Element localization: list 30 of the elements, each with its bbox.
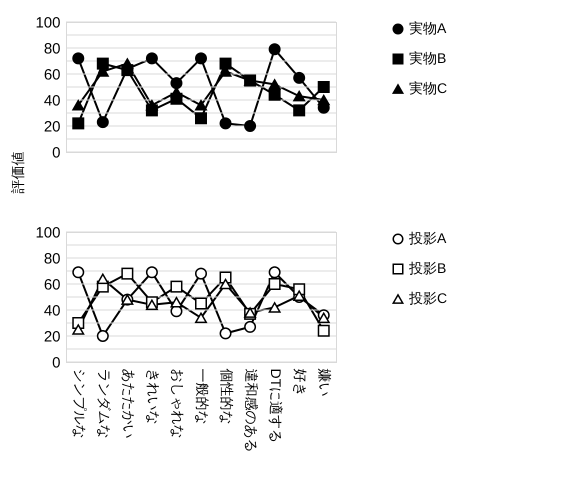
x-tick-label: 一般的な (194, 368, 210, 424)
x-tick-label: 嫌い (317, 368, 334, 396)
y-tick-label: 60 (44, 276, 60, 294)
x-tick-label: 個性的な (219, 368, 236, 424)
y-axis-title: 評価値 (9, 152, 26, 194)
y-tick-label: 0 (52, 144, 60, 162)
y-tick-label: 100 (35, 14, 60, 32)
x-tick-label: DTに適する (268, 368, 284, 444)
x-tick-label: あたたかい (120, 368, 137, 438)
x-tick-label: おしゃれな (170, 368, 186, 438)
y-tick-label: 20 (44, 328, 60, 346)
y-tick-label: 100 (35, 224, 60, 242)
legend-label: 実物C (409, 80, 448, 96)
x-tick-label: シンプルな (72, 368, 88, 438)
legend-label: 実物A (409, 20, 447, 36)
y-tick-label: 60 (44, 66, 60, 84)
y-tick-label: 80 (44, 250, 60, 268)
legend-label: 実物B (409, 50, 446, 66)
x-tick-label: ランダムな (96, 368, 112, 438)
y-tick-label: 20 (44, 118, 60, 136)
y-tick-label: 0 (52, 354, 60, 372)
y-tick-label: 40 (44, 92, 60, 110)
y-tick-label: 80 (44, 40, 60, 58)
y-tick-label: 40 (44, 302, 60, 320)
x-tick-label: きれいな (145, 368, 162, 424)
x-tick-label: 違和感のある (244, 368, 260, 452)
legend-label: 投影B (408, 260, 446, 276)
legend-label: 投影C (408, 290, 448, 306)
x-tick-label: 好き (292, 368, 309, 396)
legend-label: 投影A (408, 230, 447, 246)
